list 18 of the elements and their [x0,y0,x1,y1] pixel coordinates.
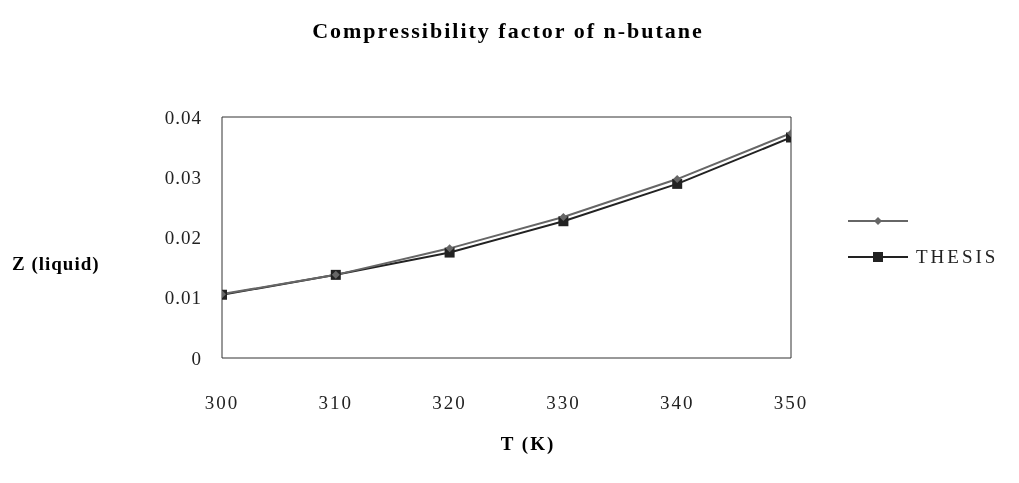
y-tick-label: 0.03 [164,166,202,188]
y-tick-label: 0.04 [164,106,202,128]
x-tick-label: 340 [659,392,695,414]
y-tick-label: 0.01 [164,287,202,309]
y-tick-label: 0 [191,347,202,369]
x-tick-label: 300 [204,392,240,414]
point [559,213,568,222]
point [673,175,682,184]
x-axis-title: T (K) [499,433,557,455]
x-tick-label: 330 [546,392,581,414]
y-axis-title: Z (liquid) [12,253,100,275]
x-tick-label: 320 [432,392,467,414]
legend-label: THESIS [916,246,999,268]
x-tick-label: 310 [318,392,354,414]
point [445,244,454,253]
chart-title: Compressibility factor of n-butane [311,18,705,44]
x-tick-label: 350 [773,392,809,414]
y-tick-label: 0.02 [164,227,202,249]
